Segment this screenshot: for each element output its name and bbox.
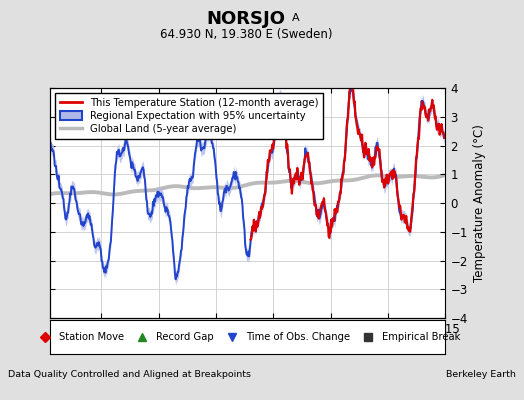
- Text: NORSJO: NORSJO: [207, 10, 286, 28]
- Legend: This Temperature Station (12-month average), Regional Expectation with 95% uncer: This Temperature Station (12-month avera…: [55, 93, 323, 139]
- Text: Berkeley Earth: Berkeley Earth: [446, 370, 516, 379]
- Text: A: A: [292, 13, 300, 23]
- Text: Data Quality Controlled and Aligned at Breakpoints: Data Quality Controlled and Aligned at B…: [8, 370, 251, 379]
- Text: 64.930 N, 19.380 E (Sweden): 64.930 N, 19.380 E (Sweden): [160, 28, 333, 41]
- Y-axis label: Temperature Anomaly (°C): Temperature Anomaly (°C): [473, 124, 486, 282]
- Legend: Station Move, Record Gap, Time of Obs. Change, Empirical Break: Station Move, Record Gap, Time of Obs. C…: [31, 328, 464, 346]
